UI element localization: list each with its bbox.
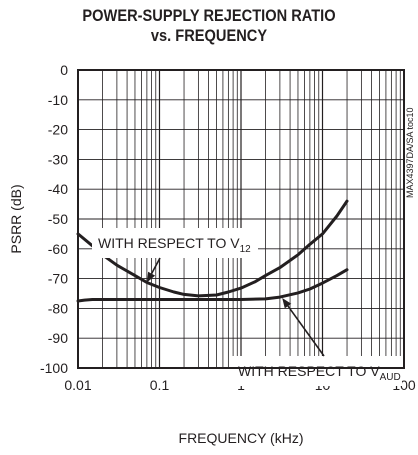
annotation-box-vaud: [232, 356, 402, 386]
y-tick-label: -10: [48, 92, 68, 108]
chart-title-line-2: vs. FREQUENCY: [150, 26, 268, 45]
series-line-vaud: [76, 268, 349, 303]
annotation-box-v12: [92, 228, 258, 258]
y-tick-label: -40: [48, 181, 68, 197]
y-tick-label: -80: [48, 300, 68, 316]
annotation-arrow-v12: [150, 257, 161, 275]
series: [76, 199, 349, 303]
chart-title: POWER-SUPPLY REJECTION RATIO vs. FREQUEN…: [0, 6, 418, 46]
series-line-v12: [76, 199, 349, 298]
annotation-arrowhead-vaud: [282, 298, 292, 309]
y-tick-label: 0: [60, 62, 68, 78]
y-tick-label: -90: [48, 330, 68, 346]
plot-frame: [77, 69, 405, 369]
y-axis-label: PSRR (dB): [8, 184, 24, 253]
side-label: MAX4397DA/SA toc10: [405, 107, 415, 198]
y-tick-label: -60: [48, 241, 68, 257]
annotation-arrow-vaud: [287, 305, 325, 357]
y-tick-label: -20: [48, 122, 68, 138]
chart-title-line-1: POWER-SUPPLY REJECTION RATIO: [82, 6, 336, 25]
x-tick-label: 0.1: [150, 377, 170, 393]
y-tick-label: -70: [48, 271, 68, 287]
y-tick-label: -30: [48, 151, 68, 167]
x-tick-label: 0.01: [64, 377, 91, 393]
annotation-arrowhead-v12: [146, 271, 156, 283]
grid: [78, 70, 404, 368]
y-tick-label: -100: [40, 360, 68, 376]
x-axis-label: FREQUENCY (kHz): [179, 430, 304, 446]
annotation-label-v12: WITH RESPECT TO V12: [98, 235, 251, 255]
y-tick-label: -50: [48, 211, 68, 227]
